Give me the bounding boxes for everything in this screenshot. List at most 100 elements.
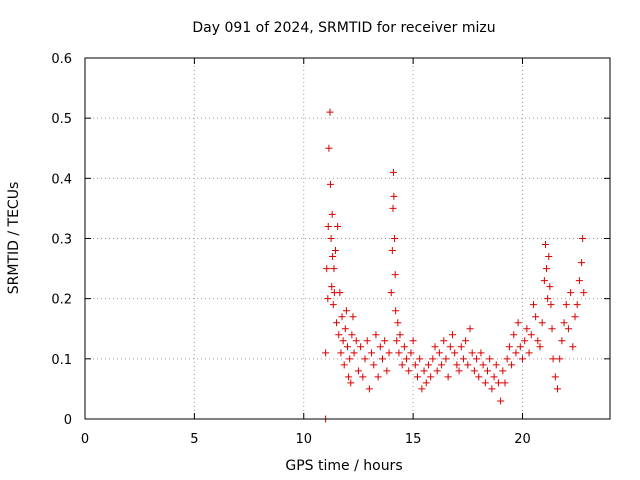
data-point: [422, 379, 430, 387]
data-point: [342, 307, 350, 315]
x-tick-label: 5: [190, 432, 198, 447]
data-point: [352, 337, 360, 345]
data-point: [341, 325, 349, 333]
data-point: [479, 361, 487, 369]
data-point: [361, 355, 369, 363]
data-point: [527, 331, 535, 339]
y-tick-label: 0.1: [51, 353, 72, 368]
data-point: [486, 355, 494, 363]
data-point: [394, 319, 402, 327]
data-point: [580, 289, 588, 297]
data-point: [326, 108, 334, 116]
data-point: [345, 373, 353, 381]
data-point: [547, 301, 555, 309]
data-point: [329, 253, 337, 261]
data-point: [543, 265, 551, 273]
data-point: [503, 355, 511, 363]
data-point: [354, 367, 362, 375]
data-point: [556, 355, 564, 363]
data-point: [344, 343, 351, 351]
data-point: [328, 283, 336, 291]
data-point: [431, 343, 439, 351]
data-point: [571, 313, 579, 321]
data-point: [339, 337, 347, 345]
data-point: [405, 367, 413, 375]
y-tick-label: 0: [64, 413, 72, 428]
data-point: [579, 235, 587, 242]
data-point: [544, 295, 552, 303]
data-point: [501, 379, 509, 387]
plot-frame: [84, 57, 611, 420]
data-point: [370, 361, 378, 369]
data-point: [492, 361, 500, 369]
data-point: [459, 355, 467, 363]
data-point: [569, 343, 577, 351]
data-point: [451, 349, 459, 357]
data-point: [475, 373, 483, 381]
data-point: [473, 355, 481, 363]
data-point: [525, 349, 533, 357]
data-point: [449, 331, 456, 339]
data-point: [388, 247, 396, 255]
data-point: [514, 319, 522, 327]
data-point: [323, 265, 331, 273]
data-point: [376, 343, 384, 351]
data-point: [383, 367, 391, 375]
data-point: [424, 361, 432, 369]
x-tick-label: 10: [295, 432, 312, 447]
data-point: [324, 222, 332, 230]
data-point: [488, 385, 496, 393]
data-point: [562, 301, 570, 309]
data-point: [365, 385, 373, 393]
data-point: [338, 313, 346, 321]
data-point: [407, 349, 415, 357]
data-point: [392, 307, 400, 315]
x-tick-label: 15: [405, 432, 422, 447]
data-point: [490, 373, 498, 381]
data-point: [442, 355, 450, 363]
data-points: [322, 108, 588, 423]
data-point: [534, 337, 542, 345]
y-tick-label: 0.2: [51, 293, 72, 308]
data-point: [512, 349, 520, 357]
data-point: [372, 331, 380, 339]
data-point: [532, 313, 540, 321]
data-point: [391, 271, 399, 279]
data-point: [414, 373, 421, 381]
data-point: [545, 253, 553, 261]
data-point: [578, 259, 586, 267]
data-point: [464, 361, 472, 369]
data-point: [433, 367, 441, 375]
data-point: [494, 379, 502, 387]
data-point: [453, 361, 461, 369]
data-point: [411, 361, 419, 369]
data-point: [420, 367, 428, 375]
x-axis-title: GPS time / hours: [285, 458, 402, 474]
data-point: [438, 361, 446, 369]
data-point: [536, 343, 544, 351]
data-point: [326, 180, 334, 188]
data-point: [540, 277, 548, 285]
data-point: [348, 331, 356, 339]
data-point: [374, 373, 382, 381]
y-tick-label: 0.3: [51, 233, 72, 248]
data-point: [335, 331, 343, 339]
data-point: [331, 247, 339, 255]
data-point: [418, 385, 426, 393]
data-point: [322, 349, 330, 357]
data-point: [325, 144, 333, 152]
x-tick-label: 0: [81, 432, 89, 447]
data-point: [523, 325, 531, 333]
data-point: [427, 373, 435, 381]
data-point: [385, 349, 393, 357]
data-point: [357, 343, 365, 351]
data-point: [440, 337, 448, 345]
data-point: [328, 210, 336, 218]
data-point: [346, 355, 354, 363]
data-point: [554, 385, 561, 393]
y-tick-label: 0.4: [51, 172, 72, 187]
data-point: [336, 289, 344, 297]
y-axis-title: SRMTID / TECUs: [6, 182, 22, 295]
data-point: [519, 355, 526, 363]
data-point: [416, 355, 424, 363]
